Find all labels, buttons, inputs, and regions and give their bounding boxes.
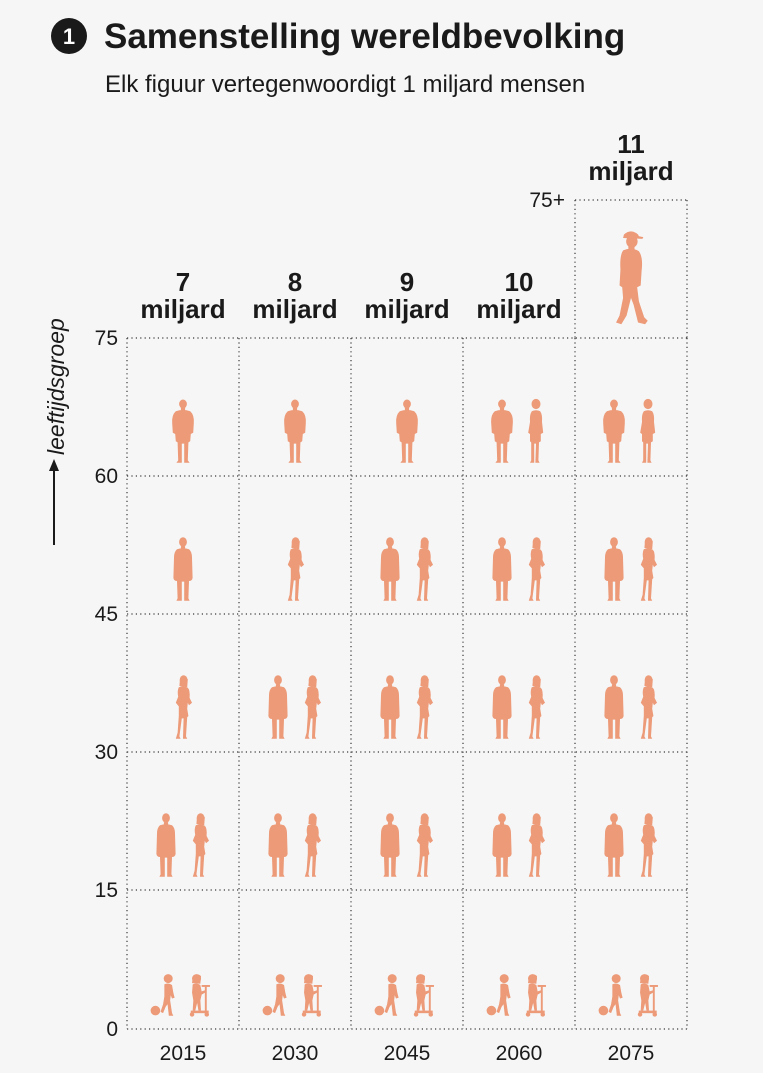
child-scooter-figure: [637, 974, 658, 1017]
figures: [150, 231, 658, 1017]
age-tick-label: 60: [95, 465, 118, 488]
total-number-label: 10: [505, 267, 534, 297]
year-label: 2045: [384, 1042, 431, 1065]
woman-figure: [416, 537, 433, 601]
year-label: 2060: [496, 1042, 543, 1065]
senior-woman-figure: [528, 398, 544, 463]
age-tick-label: 0: [106, 1018, 118, 1041]
child-scooter-figure: [189, 974, 210, 1017]
total-unit-label: miljard: [364, 294, 449, 324]
senior-man-figure: [284, 399, 306, 463]
total-number-label: 8: [288, 267, 302, 297]
year-label: 2075: [608, 1042, 655, 1065]
total-unit-label: miljard: [476, 294, 561, 324]
man-figure: [492, 675, 512, 739]
man-figure: [492, 537, 512, 601]
child-scooter-figure: [413, 974, 434, 1017]
child-scooter-figure: [301, 974, 322, 1017]
child-scooter-figure: [525, 974, 546, 1017]
woman-figure: [192, 813, 209, 877]
woman-figure: [416, 675, 433, 739]
man-figure: [604, 813, 624, 877]
woman-figure: [304, 813, 321, 877]
senior-man-figure: [396, 399, 418, 463]
grid: [126, 199, 688, 1030]
woman-figure: [416, 813, 433, 877]
child-figure: [486, 974, 511, 1016]
woman-figure: [175, 675, 192, 739]
child-figure: [262, 974, 287, 1016]
woman-figure: [304, 675, 321, 739]
man-figure: [380, 813, 400, 877]
total-unit-label: miljard: [588, 156, 673, 186]
senior-man-figure: [172, 399, 194, 463]
y-axis-arrowhead: [49, 459, 59, 471]
age-tick-label: 30: [95, 741, 118, 764]
y-axis-label: leeftijdsgroep: [43, 318, 69, 545]
year-label: 2030: [272, 1042, 319, 1065]
age-tick-label: 75: [95, 327, 118, 350]
woman-figure: [640, 813, 657, 877]
total-number-label: 7: [176, 267, 190, 297]
year-label: 2015: [160, 1042, 207, 1065]
man-figure: [268, 675, 288, 739]
woman-figure: [528, 813, 545, 877]
woman-figure: [528, 675, 545, 739]
child-figure: [150, 974, 175, 1016]
y-axis-title: leeftijdsgroep: [43, 318, 69, 455]
woman-figure: [640, 537, 657, 601]
number-badge: [51, 18, 87, 54]
chart-title: Samenstelling wereldbevolking: [104, 17, 625, 56]
man-figure: [268, 813, 288, 877]
age-tick-label: 15: [95, 879, 118, 902]
man-figure: [156, 813, 176, 877]
age-tick-label: 45: [95, 603, 118, 626]
total-number-label: 11: [617, 129, 645, 159]
total-number-label: 9: [400, 267, 414, 297]
senior-man-figure: [491, 399, 513, 463]
woman-figure: [640, 675, 657, 739]
total-unit-label: miljard: [140, 294, 225, 324]
senior-man-figure: [603, 399, 625, 463]
man-figure: [492, 813, 512, 877]
chart-header: 1 Samenstelling wereldbevolking Elk figu…: [51, 17, 625, 98]
total-unit-label: miljard: [252, 294, 337, 324]
child-figure: [374, 974, 399, 1016]
man-figure: [380, 537, 400, 601]
man-figure: [380, 675, 400, 739]
man-figure: [604, 537, 624, 601]
child-figure: [598, 974, 623, 1016]
age-tick-label: 75+: [529, 189, 565, 212]
woman-figure: [528, 537, 545, 601]
elder-figure: [616, 231, 648, 325]
woman-figure: [287, 537, 304, 601]
chart-subtitle: Elk figuur vertegenwoordigt 1 miljard me…: [105, 71, 585, 98]
man-figure: [173, 537, 193, 601]
senior-woman-figure: [640, 398, 656, 463]
man-figure: [604, 675, 624, 739]
number-badge-label: 1: [63, 24, 75, 49]
